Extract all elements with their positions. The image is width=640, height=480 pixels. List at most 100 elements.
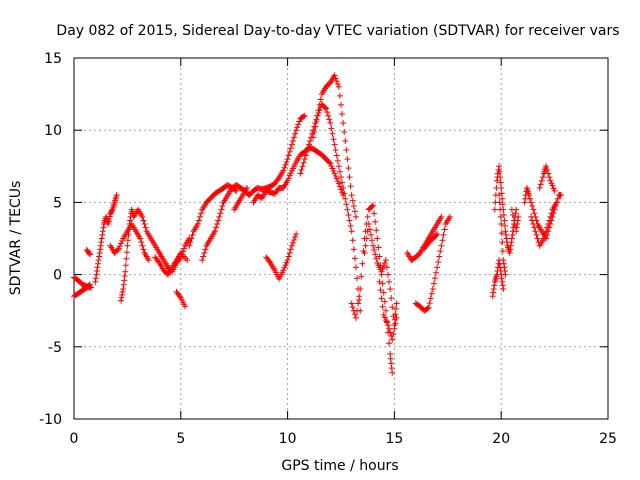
data-point bbox=[211, 228, 218, 235]
data-point bbox=[99, 231, 106, 238]
chart-title: Day 082 of 2015, Sidereal Day-to-day VTE… bbox=[56, 23, 619, 39]
data-point bbox=[537, 181, 544, 188]
data-point bbox=[197, 213, 204, 220]
data-point bbox=[499, 248, 506, 255]
data-point bbox=[380, 289, 387, 296]
data-point bbox=[498, 184, 505, 191]
data-point bbox=[189, 231, 196, 238]
data-point bbox=[436, 253, 443, 260]
data-point bbox=[501, 267, 508, 274]
data-point bbox=[326, 159, 333, 166]
data-point bbox=[120, 281, 127, 288]
data-point bbox=[531, 210, 538, 217]
data-point bbox=[502, 271, 509, 278]
data-point bbox=[281, 164, 288, 171]
data-point bbox=[307, 138, 314, 145]
data-point bbox=[361, 249, 368, 256]
data-point bbox=[425, 304, 432, 311]
data-point bbox=[296, 118, 303, 125]
data-point bbox=[500, 260, 507, 267]
data-point bbox=[286, 172, 293, 179]
data-point bbox=[288, 141, 295, 148]
data-point bbox=[342, 195, 349, 202]
data-point bbox=[544, 224, 551, 231]
data-point bbox=[244, 184, 251, 191]
data-point bbox=[334, 80, 341, 87]
data-point bbox=[123, 255, 130, 262]
data-point bbox=[195, 217, 202, 224]
data-point bbox=[496, 168, 503, 175]
data-point bbox=[386, 340, 393, 347]
data-point bbox=[139, 213, 146, 220]
data-point bbox=[123, 249, 130, 256]
data-point bbox=[351, 255, 358, 262]
data-point bbox=[87, 251, 94, 258]
data-point bbox=[214, 221, 221, 228]
data-point bbox=[105, 221, 112, 228]
data-point bbox=[530, 221, 537, 228]
data-point bbox=[528, 213, 535, 220]
data-point bbox=[86, 250, 93, 257]
data-point bbox=[377, 287, 384, 294]
data-point bbox=[440, 231, 447, 238]
data-point bbox=[490, 289, 497, 296]
data-point bbox=[547, 213, 554, 220]
data-point bbox=[345, 165, 352, 172]
data-point bbox=[213, 224, 220, 231]
data-point bbox=[97, 246, 104, 253]
data-point bbox=[304, 145, 311, 152]
data-point bbox=[368, 203, 375, 210]
data-point bbox=[300, 159, 307, 166]
data-point bbox=[528, 199, 535, 206]
data-point bbox=[218, 206, 225, 213]
data-point bbox=[378, 268, 385, 275]
data-point bbox=[115, 245, 122, 252]
data-point bbox=[282, 262, 289, 269]
y-tick-label: 10 bbox=[44, 123, 62, 139]
data-point bbox=[426, 300, 433, 307]
data-point bbox=[311, 129, 318, 136]
data-point bbox=[327, 119, 334, 126]
data-point bbox=[389, 336, 396, 343]
data-point bbox=[202, 246, 209, 253]
data-point bbox=[92, 278, 99, 285]
data-point bbox=[446, 213, 453, 220]
data-point bbox=[199, 257, 206, 264]
data-point bbox=[287, 145, 294, 152]
data-point bbox=[431, 275, 438, 282]
data-point bbox=[338, 101, 344, 108]
y-tick-label: -10 bbox=[39, 412, 62, 428]
data-point bbox=[427, 295, 434, 302]
data-point bbox=[386, 278, 393, 285]
data-point bbox=[508, 206, 515, 213]
data-point bbox=[513, 224, 520, 231]
data-point bbox=[362, 242, 369, 249]
data-point bbox=[95, 260, 102, 267]
data-point bbox=[118, 294, 125, 301]
data-point bbox=[544, 166, 551, 173]
data-point bbox=[285, 253, 292, 260]
data-point bbox=[372, 218, 379, 225]
data-point bbox=[386, 325, 393, 332]
data-point bbox=[332, 75, 339, 82]
data-point bbox=[293, 127, 300, 134]
data-point bbox=[348, 228, 355, 235]
data-point bbox=[266, 258, 273, 265]
plot-frame bbox=[73, 57, 609, 420]
data-point bbox=[99, 228, 106, 235]
data-point bbox=[497, 179, 504, 186]
data-point bbox=[433, 232, 440, 239]
data-point bbox=[327, 160, 334, 167]
data-point bbox=[496, 199, 503, 206]
data-point bbox=[380, 262, 387, 269]
data-point bbox=[497, 174, 504, 181]
data-point bbox=[513, 228, 520, 235]
data-point bbox=[503, 235, 510, 242]
data-point bbox=[434, 231, 441, 238]
data-point bbox=[550, 185, 557, 192]
data-point bbox=[381, 298, 388, 305]
data-point bbox=[352, 314, 359, 321]
data-point bbox=[125, 231, 132, 238]
data-point bbox=[331, 72, 338, 79]
y-tick-label: 15 bbox=[44, 51, 62, 67]
